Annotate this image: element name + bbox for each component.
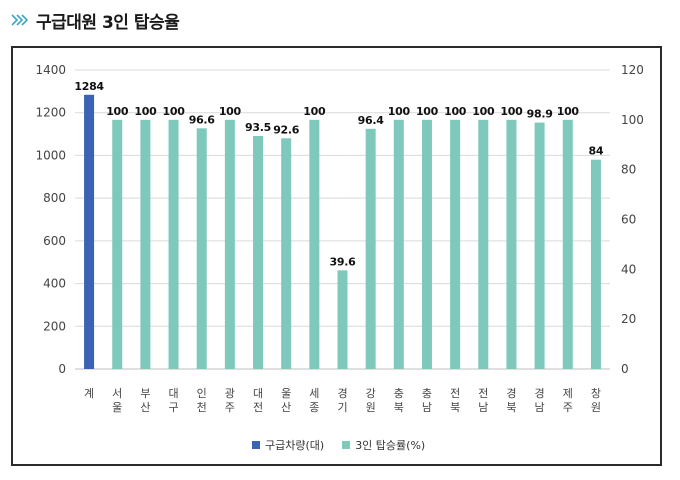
- page-header: 구급대원 3인 탑승율: [10, 6, 180, 34]
- bar-rate: [253, 136, 264, 369]
- y-right-tick-label: 60: [621, 213, 636, 227]
- bar-rate: [562, 119, 573, 369]
- y-left-tick-label: 400: [43, 277, 66, 291]
- x-category-label: 계: [84, 387, 94, 400]
- y-right-tick-label: 0: [621, 362, 629, 376]
- data-label: 100: [219, 105, 242, 118]
- legend-swatch-rate: [342, 441, 351, 449]
- y-right-tick-label: 100: [621, 113, 644, 127]
- data-label: 100: [416, 105, 439, 118]
- bar-rate: [337, 270, 348, 369]
- y-left-tick-label: 200: [43, 319, 66, 333]
- page-title: 구급대원 3인 탑승율: [36, 12, 180, 33]
- bar-rate: [393, 119, 404, 369]
- data-label: 39.6: [330, 255, 357, 268]
- bar-rate: [196, 128, 207, 369]
- y-left-tick-label: 600: [43, 234, 66, 248]
- bar-rate: [309, 119, 320, 369]
- bar-rate: [506, 119, 517, 369]
- data-label: 98.9: [527, 108, 553, 121]
- bar-vehicles: [84, 94, 95, 369]
- y-right-tick-label: 20: [621, 312, 636, 326]
- legend-item-rate: 3인 탑승률(%): [342, 437, 425, 453]
- data-label: 84: [589, 145, 604, 158]
- data-label: 100: [500, 105, 523, 118]
- bar-rate: [421, 119, 432, 369]
- y-left-tick-label: 800: [43, 191, 66, 205]
- data-label: 100: [444, 105, 467, 118]
- data-label: 92.6: [273, 123, 300, 136]
- bar-rate: [478, 119, 489, 369]
- data-label: 100: [557, 105, 580, 118]
- data-label: 100: [388, 105, 411, 118]
- bar-rate: [450, 119, 461, 369]
- data-label: 100: [472, 105, 495, 118]
- legend-label-rate: 3인 탑승률(%): [355, 439, 426, 452]
- y-left-tick-label: 0: [58, 362, 66, 376]
- bar-rate: [534, 122, 545, 370]
- y-left-tick-label: 1400: [35, 63, 66, 77]
- y-right-tick-label: 120: [621, 63, 644, 77]
- y-left-tick-label: 1200: [35, 106, 66, 120]
- data-label: 100: [163, 105, 186, 118]
- y-right-tick-label: 40: [621, 262, 636, 276]
- legend-label-vehicles: 구급차량(대): [265, 439, 325, 452]
- data-label: 96.6: [189, 113, 216, 126]
- y-right-tick-label: 80: [621, 163, 636, 177]
- legend-swatch-vehicles: [252, 441, 260, 449]
- y-left-tick-label: 1000: [35, 148, 66, 162]
- data-label: 96.4: [358, 114, 385, 127]
- data-label: 100: [134, 105, 157, 118]
- bar-rate: [140, 119, 151, 369]
- bar-rate: [281, 138, 292, 369]
- bar-rate: [168, 119, 179, 369]
- bar-rate: [365, 128, 376, 369]
- bar-rate: [112, 119, 123, 369]
- data-label: 1284: [74, 80, 104, 93]
- data-label: 100: [303, 105, 326, 118]
- bar-rate: [224, 119, 235, 369]
- legend-item-vehicles: 구급차량(대): [252, 437, 324, 453]
- data-label: 100: [106, 105, 129, 118]
- bar-rate: [590, 159, 601, 369]
- data-label: 93.5: [245, 121, 271, 134]
- chart-legend: 구급차량(대) 3인 탑승률(%): [252, 437, 443, 453]
- double-chevron-right-icon: [11, 14, 29, 26]
